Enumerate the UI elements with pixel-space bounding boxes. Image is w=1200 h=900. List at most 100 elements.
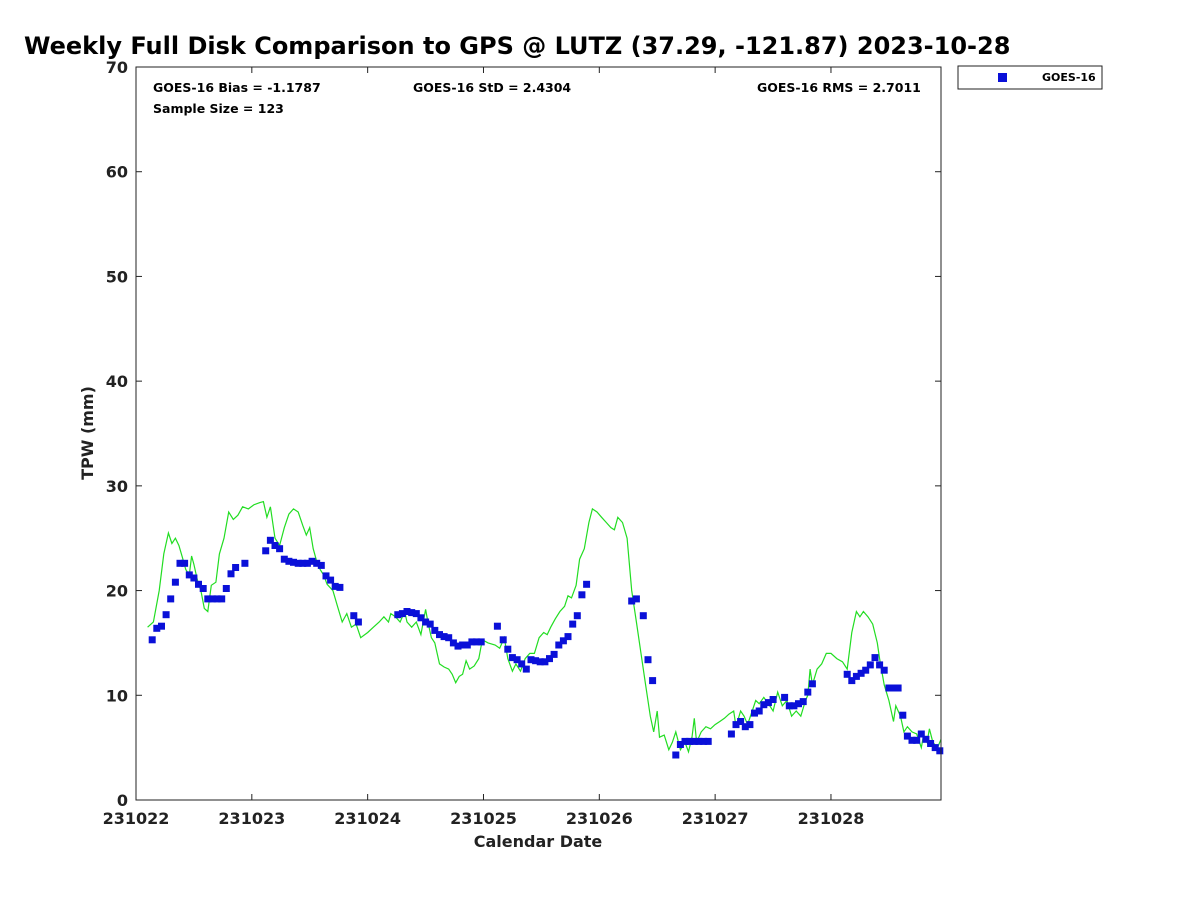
goes16-data-point xyxy=(522,665,530,673)
goes16-data-point xyxy=(536,658,544,666)
goes16-data-point xyxy=(672,751,680,759)
goes16-data-point xyxy=(899,711,907,719)
goes16-data-point xyxy=(294,559,302,567)
goes16-data-point xyxy=(204,595,212,603)
goes16-data-point xyxy=(755,707,763,715)
goes16-data-point xyxy=(181,559,189,567)
axes-frame xyxy=(135,66,942,801)
goes16-data-point xyxy=(880,666,888,674)
goes16-data-point xyxy=(639,612,647,620)
goes16-data-point xyxy=(162,611,170,619)
legend-box xyxy=(957,65,1103,90)
goes16-data-point xyxy=(922,735,930,743)
goes16-data-point xyxy=(148,636,156,644)
goes16-data-point xyxy=(913,736,921,744)
goes16-data-point xyxy=(218,595,226,603)
goes16-data-point xyxy=(732,721,740,729)
y-tick-label: 10 xyxy=(106,686,128,705)
goes16-data-point xyxy=(354,618,362,626)
y-tick-label: 40 xyxy=(106,372,128,391)
plot-area xyxy=(147,500,944,759)
goes16-data-point xyxy=(890,684,897,692)
goes16-data-point xyxy=(412,610,420,618)
goes16-data-point xyxy=(746,721,754,729)
goes16-data-point xyxy=(317,561,325,569)
goes16-data-point xyxy=(644,656,652,664)
goes16-data-point xyxy=(573,612,581,620)
goes16-data-point xyxy=(350,612,358,620)
goes16-data-point xyxy=(303,559,311,567)
y-tick-label: 50 xyxy=(106,267,128,286)
x-tick-label: 231027 xyxy=(682,809,749,828)
goes16-data-point xyxy=(785,702,793,710)
goes16-data-point xyxy=(871,654,879,662)
axis-ticks: 0 10 20 30 40 50 60 70 231022 231023 231024 231025 2… xyxy=(103,58,941,828)
x-tick-label: 231024 xyxy=(334,809,401,828)
goes16-data-point xyxy=(454,642,462,650)
goes16-data-point xyxy=(931,744,939,752)
goes16-data-point xyxy=(550,650,558,658)
goes16-data-point xyxy=(764,699,772,707)
goes16-data-point xyxy=(628,597,636,605)
goes16-data-point xyxy=(781,693,789,701)
goes16-data-point xyxy=(222,585,230,592)
legend-entry-goes16: GOES-16 xyxy=(1042,71,1096,84)
goes16-data-point xyxy=(695,737,703,745)
goes16-data-point xyxy=(676,741,684,748)
goes16-data-point xyxy=(473,638,480,646)
goes16-data-point xyxy=(493,622,501,630)
goes16-data-point xyxy=(158,622,165,630)
chart-title: Weekly Full Disk Comparison to GPS @ LUT… xyxy=(24,32,1010,60)
goes16-data-point xyxy=(398,610,406,618)
goes16-data-point xyxy=(449,639,457,647)
y-tick-label: 0 xyxy=(117,791,128,810)
goes16-data-point xyxy=(213,595,221,603)
goes16-data-point xyxy=(276,545,284,553)
goes16-data-point xyxy=(852,672,860,680)
goes16-data-point xyxy=(564,633,572,641)
goes16-data-point xyxy=(468,638,476,646)
goes16-data-point xyxy=(804,688,812,696)
goes16-data-point xyxy=(262,547,270,555)
goes16-data-point xyxy=(578,591,586,599)
x-tick-label: 231026 xyxy=(566,809,633,828)
goes16-data-point xyxy=(299,559,307,567)
x-tick-label: 231028 xyxy=(798,809,865,828)
y-tick-label: 30 xyxy=(106,477,128,496)
goes16-data-point xyxy=(927,740,935,747)
goes16-data-point xyxy=(327,576,335,584)
goes16-data-point xyxy=(426,620,434,628)
y-tick-label: 70 xyxy=(106,58,128,77)
x-axis-label: Calendar Date xyxy=(474,832,603,851)
goes16-data-point xyxy=(185,571,193,579)
goes16-data-point xyxy=(190,574,198,582)
goes16-data-point xyxy=(532,657,540,665)
goes16-data-point xyxy=(751,709,758,717)
goes16-data-point xyxy=(917,730,925,738)
goes16-data-point xyxy=(876,661,884,669)
goes16-data-point xyxy=(808,680,816,688)
goes16-data-point xyxy=(232,564,240,571)
goes16-data-point xyxy=(241,559,249,567)
goes16-data-point xyxy=(504,645,512,653)
goes16-data-point xyxy=(167,595,175,603)
goes16-data-point xyxy=(799,698,807,706)
goes16-data-point xyxy=(790,702,798,710)
goes16-data-point xyxy=(649,677,657,685)
goes16-data-point xyxy=(632,595,640,603)
std-stat: GOES-16 StD = 2.4304 xyxy=(413,80,571,95)
goes16-data-point xyxy=(741,723,749,731)
goes16-data-point xyxy=(417,614,425,622)
x-tick-label: 231023 xyxy=(218,809,285,828)
x-tick-label: 231025 xyxy=(450,809,517,828)
goes16-data-point xyxy=(686,737,694,745)
goes16-data-point xyxy=(227,570,235,578)
goes16-data-point xyxy=(394,611,402,619)
goes16-data-point xyxy=(583,580,591,588)
goes16-data-point xyxy=(459,641,467,649)
goes16-data-point xyxy=(331,582,339,590)
goes16-data-point xyxy=(769,696,777,703)
y-tick-label: 20 xyxy=(106,582,128,601)
goes16-data-point xyxy=(153,624,161,632)
goes16-data-point xyxy=(445,634,453,642)
